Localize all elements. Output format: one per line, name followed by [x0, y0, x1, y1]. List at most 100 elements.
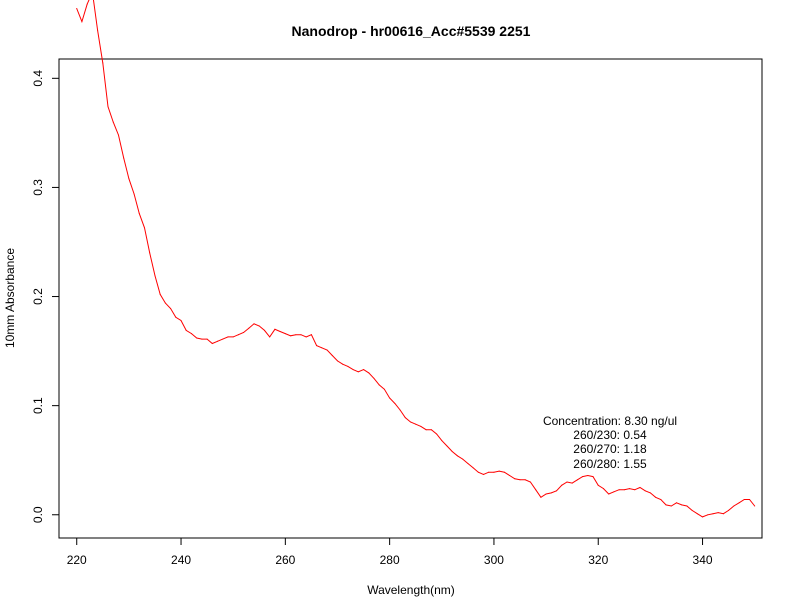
data-point	[644, 490, 646, 492]
x-tick-label: 300	[484, 553, 504, 567]
data-point	[342, 363, 344, 365]
data-point	[138, 213, 140, 215]
data-point	[357, 371, 359, 373]
data-point	[550, 492, 552, 494]
data-point	[118, 134, 119, 136]
data-point	[274, 328, 276, 330]
data-point	[743, 499, 745, 500]
data-point	[326, 349, 328, 351]
data-point	[592, 476, 594, 478]
x-tick-label: 240	[171, 553, 191, 567]
data-point	[503, 471, 505, 473]
data-point	[509, 475, 511, 476]
y-tick-label: 0.1	[31, 397, 45, 414]
data-point	[436, 433, 438, 435]
data-point	[290, 335, 292, 337]
x-axis-label: Wavelength(nm)	[367, 583, 455, 597]
data-point	[196, 337, 198, 339]
data-point	[681, 504, 683, 506]
data-point	[175, 316, 177, 318]
data-point	[337, 360, 338, 362]
data-point	[529, 481, 531, 483]
data-point	[665, 504, 667, 506]
y-tick-label: 0.0	[31, 506, 45, 523]
data-point	[566, 481, 568, 483]
y-axis-ticks: 0.0 0.1 0.2 0.3 0.4	[31, 70, 59, 523]
data-point	[493, 471, 495, 473]
data-point	[279, 331, 281, 332]
data-point	[472, 467, 474, 469]
data-point	[217, 340, 218, 342]
data-point	[81, 21, 83, 23]
data-point	[488, 471, 490, 473]
data-point	[399, 409, 401, 411]
data-point	[373, 377, 375, 379]
data-point	[582, 476, 584, 478]
annotation-260-230: 260/230: 0.54	[573, 428, 647, 442]
data-point	[97, 29, 99, 31]
data-point	[603, 488, 604, 490]
data-point	[655, 496, 657, 498]
data-point	[269, 336, 271, 338]
data-point	[477, 471, 479, 473]
data-point	[170, 308, 172, 309]
data-point	[248, 327, 250, 329]
data-point	[258, 325, 260, 327]
data-point	[331, 355, 333, 356]
data-point	[144, 227, 145, 229]
data-point	[206, 338, 208, 340]
y-axis-label: 10mm Absorbance	[3, 248, 17, 348]
data-point	[123, 157, 125, 159]
data-point	[76, 8, 78, 9]
data-point	[738, 502, 740, 504]
data-point	[483, 473, 484, 475]
data-point	[441, 440, 443, 442]
data-point	[571, 482, 573, 484]
x-tick-label: 320	[588, 553, 608, 567]
data-point	[191, 333, 192, 335]
data-point	[420, 425, 422, 427]
data-point	[576, 479, 578, 481]
data-point	[430, 429, 432, 431]
data-point	[498, 470, 500, 472]
data-point	[524, 479, 526, 481]
data-point	[394, 403, 396, 404]
data-point	[404, 417, 406, 419]
data-point	[540, 496, 542, 498]
data-point	[451, 451, 453, 452]
data-point	[347, 365, 349, 367]
data-point	[649, 492, 651, 494]
data-point	[733, 505, 735, 507]
data-point	[670, 505, 672, 507]
x-tick-label: 220	[67, 553, 87, 567]
data-point	[128, 178, 130, 180]
data-point	[676, 502, 677, 504]
data-point	[107, 106, 109, 108]
data-point	[597, 484, 599, 486]
data-point	[300, 334, 302, 336]
data-point	[321, 347, 323, 349]
data-point	[185, 329, 187, 331]
data-point	[717, 512, 719, 514]
data-point	[237, 334, 239, 336]
data-point	[608, 493, 610, 495]
annotation-block: Concentration: 8.30 ng/ul 260/230: 0.54 …	[543, 414, 677, 471]
data-point	[154, 275, 156, 277]
x-tick-label: 340	[693, 553, 713, 567]
data-point	[415, 423, 417, 425]
data-point	[310, 334, 312, 336]
absorbance-line	[76, 0, 756, 518]
data-point	[728, 509, 730, 511]
y-tick-label: 0.3	[31, 179, 45, 196]
y-tick-label: 0.2	[31, 288, 45, 305]
data-point	[722, 513, 724, 515]
data-point	[587, 475, 589, 476]
data-point	[201, 338, 203, 340]
data-point	[295, 334, 297, 336]
y-tick-label: 0.4	[31, 70, 45, 87]
data-point	[284, 333, 286, 335]
data-point	[378, 384, 380, 386]
data-point	[243, 332, 245, 333]
data-point	[410, 421, 411, 423]
